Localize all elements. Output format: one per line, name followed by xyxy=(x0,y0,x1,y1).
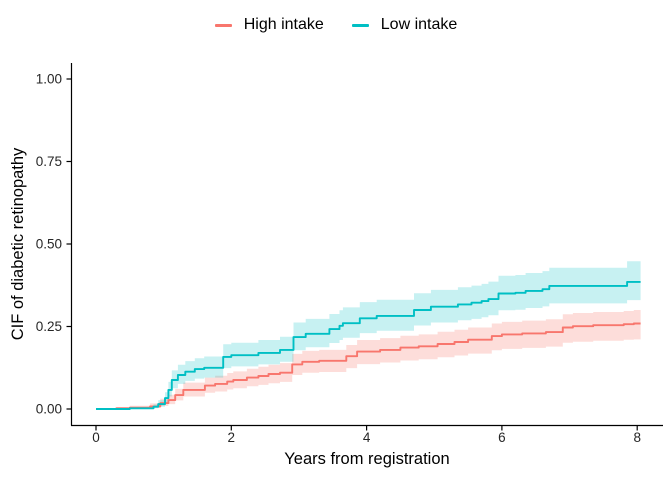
y-tick-label: 0.75 xyxy=(36,154,62,169)
x-axis-title: Years from registration xyxy=(284,450,449,468)
x-tick-label: 6 xyxy=(498,430,506,445)
y-tick-label: 0.50 xyxy=(36,237,62,252)
step-lines-layer xyxy=(96,280,641,410)
x-tick-label: 4 xyxy=(363,430,371,445)
legend-label-high-intake: High intake xyxy=(243,16,324,33)
y-axis-title: CIF of diabetic retinopathy xyxy=(9,147,27,340)
y-tick-label: 0.00 xyxy=(36,402,62,417)
x-tick-label: 2 xyxy=(228,430,236,445)
low-intake-line-swatch-icon xyxy=(351,23,369,27)
confidence-bands-layer xyxy=(96,261,641,409)
y-tick-label: 1.00 xyxy=(36,72,62,87)
legend-label-low-intake: Low intake xyxy=(380,16,458,33)
chart-legend: High intake Low intake xyxy=(0,17,672,33)
legend-item-high-intake[interactable]: High intake xyxy=(214,16,324,33)
y-tick-label: 0.25 xyxy=(36,319,62,334)
high-intake-line-swatch-icon xyxy=(214,23,232,27)
x-tick-label: 0 xyxy=(92,430,100,445)
legend-item-low-intake[interactable]: Low intake xyxy=(351,16,458,33)
axis-ticks-layer: 0 2 4 6 8 0.00 0.25 0.50 0.75 1.00 xyxy=(36,72,641,446)
step-line-low-intake xyxy=(96,280,641,410)
step-line-high-intake xyxy=(96,322,641,410)
confidence-band-low-intake xyxy=(96,261,641,409)
x-tick-label: 8 xyxy=(633,430,641,445)
